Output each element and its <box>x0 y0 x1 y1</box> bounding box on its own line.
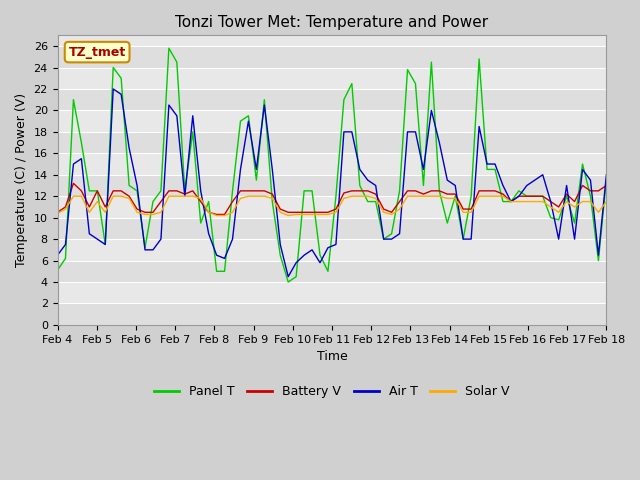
Text: TZ_tmet: TZ_tmet <box>68 46 125 59</box>
Bar <box>58 261 606 282</box>
Solar V <box>54 211 61 216</box>
Battery V <box>133 206 141 212</box>
Air T <box>300 252 308 258</box>
Panel T <box>602 177 610 183</box>
Panel T <box>165 45 173 51</box>
Battery V <box>189 188 196 194</box>
Line: Solar V: Solar V <box>58 196 606 216</box>
Battery V <box>539 193 547 199</box>
Air T <box>189 113 196 119</box>
Panel T <box>189 129 196 135</box>
Battery V <box>212 212 220 217</box>
Panel T <box>125 182 133 188</box>
Bar <box>58 132 606 153</box>
Solar V <box>602 199 610 204</box>
Solar V <box>300 212 308 217</box>
Solar V <box>237 195 244 201</box>
Air T <box>284 274 292 279</box>
Title: Tonzi Tower Met: Temperature and Power: Tonzi Tower Met: Temperature and Power <box>175 15 488 30</box>
Battery V <box>54 209 61 215</box>
Battery V <box>372 191 380 197</box>
Battery V <box>70 180 77 186</box>
Line: Panel T: Panel T <box>58 48 606 282</box>
Air T <box>602 172 610 178</box>
Battery V <box>300 209 308 215</box>
Panel T <box>539 193 547 199</box>
Solar V <box>372 195 380 201</box>
Solar V <box>70 193 77 199</box>
Solar V <box>133 209 141 215</box>
Panel T <box>284 279 292 285</box>
Panel T <box>300 188 308 194</box>
Solar V <box>539 199 547 204</box>
Solar V <box>212 213 220 218</box>
Air T <box>228 236 236 242</box>
Y-axis label: Temperature (C) / Power (V): Temperature (C) / Power (V) <box>15 93 28 267</box>
Battery V <box>237 188 244 194</box>
Air T <box>109 86 117 92</box>
Battery V <box>602 182 610 188</box>
Bar <box>58 46 606 68</box>
X-axis label: Time: Time <box>317 350 348 363</box>
Air T <box>133 182 141 188</box>
Line: Air T: Air T <box>58 89 606 276</box>
Bar <box>58 303 606 325</box>
Panel T <box>54 267 61 273</box>
Air T <box>372 182 380 188</box>
Bar <box>58 217 606 239</box>
Panel T <box>372 199 380 204</box>
Bar <box>58 175 606 196</box>
Air T <box>539 172 547 178</box>
Solar V <box>189 193 196 199</box>
Legend: Panel T, Battery V, Air T, Solar V: Panel T, Battery V, Air T, Solar V <box>149 380 515 403</box>
Panel T <box>228 188 236 194</box>
Bar <box>58 89 606 110</box>
Air T <box>54 252 61 258</box>
Line: Battery V: Battery V <box>58 183 606 215</box>
